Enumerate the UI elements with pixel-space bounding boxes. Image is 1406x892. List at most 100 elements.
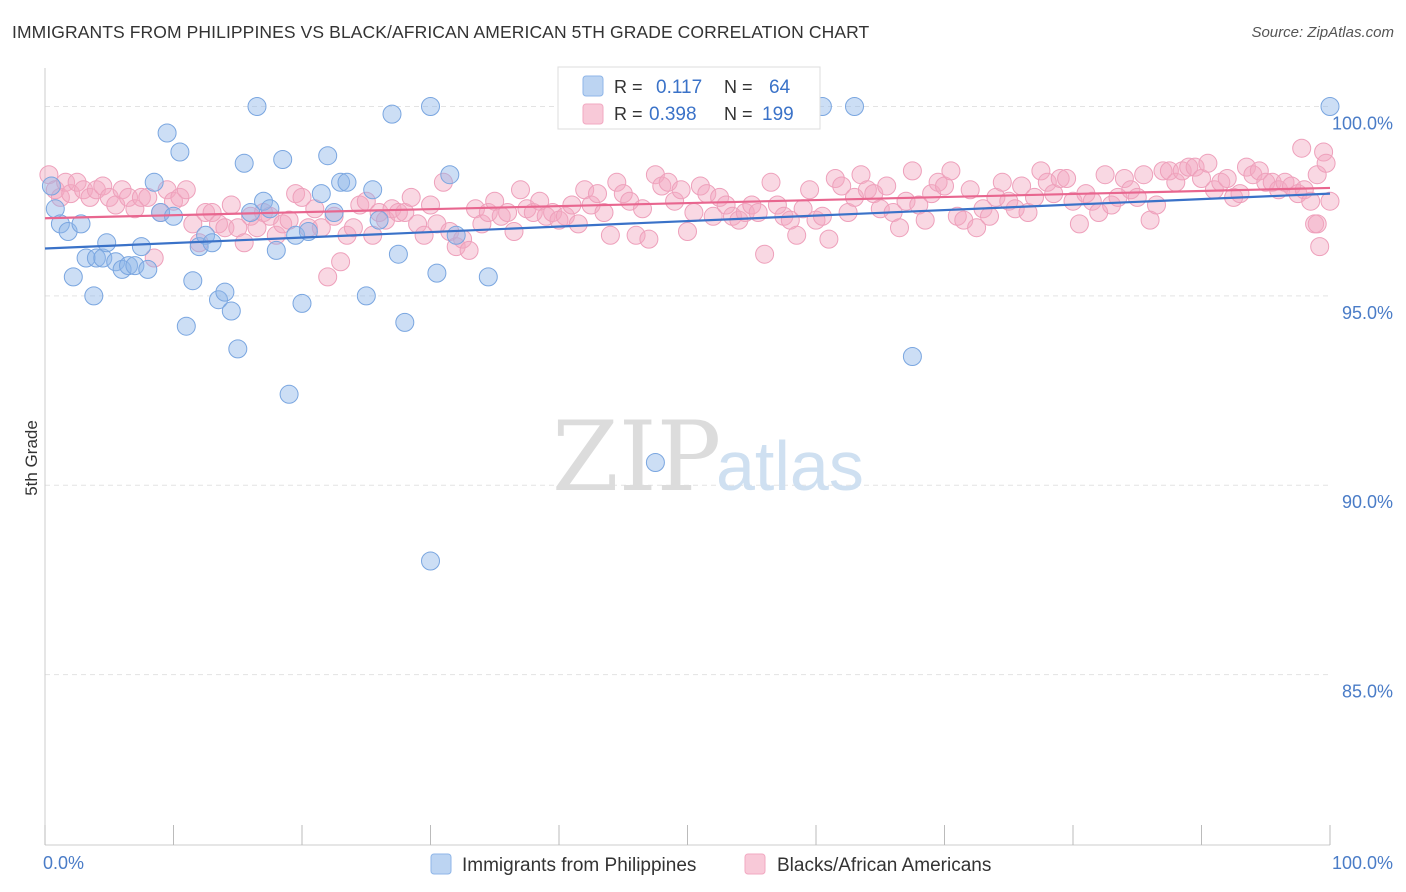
blue-point-59 (421, 551, 440, 571)
pink-point-170 (1127, 187, 1147, 207)
blue-point-4 (63, 267, 83, 287)
pink-point-26 (202, 203, 222, 222)
pink-point-96 (652, 176, 672, 196)
blue-point-17 (144, 172, 164, 192)
pink-point-158 (1050, 169, 1070, 188)
pink-point-48 (343, 218, 363, 238)
blue-point-58 (645, 453, 665, 472)
pink-point-100 (678, 222, 697, 241)
legend-r-value-1: 0.117 (656, 77, 702, 98)
blue-point-22 (176, 316, 196, 336)
pink-point-161 (1069, 214, 1089, 234)
series-blacks-african-americans (39, 138, 1340, 287)
pink-point-28 (215, 218, 235, 238)
blue-point-13 (119, 256, 138, 276)
blue-trend-line (44, 192, 1331, 250)
pink-point-139 (928, 172, 948, 192)
pink-point-5 (67, 172, 87, 192)
pink-point-171 (1134, 165, 1154, 185)
blue-point-39 (286, 225, 306, 245)
pink-point-80 (549, 210, 569, 230)
blue-point-36 (266, 240, 286, 260)
blue-point-10 (97, 233, 117, 253)
pink-point-40 (292, 187, 312, 207)
pink-point-3 (56, 172, 76, 192)
blue-point-47 (356, 286, 376, 306)
pink-point-107 (723, 206, 742, 226)
pink-point-112 (755, 244, 775, 264)
pink-point-98 (665, 191, 685, 211)
y-tick-label-0: 100.0% (1332, 114, 1393, 134)
pink-point-66 (459, 240, 479, 260)
pink-point-203 (1310, 237, 1330, 257)
watermark-zip: ZIP (552, 401, 721, 513)
pink-point-154 (1025, 187, 1044, 207)
pink-point-44 (318, 267, 338, 287)
pink-point-197 (1301, 191, 1321, 211)
legend-n-value-1: 64 (769, 77, 791, 98)
pink-point-174 (1153, 161, 1173, 181)
source-label: Source: ZipAtlas.com (1251, 24, 1394, 41)
pink-point-168 (1114, 169, 1134, 188)
pink-point-46 (331, 252, 351, 272)
pink-point-17 (144, 248, 164, 268)
pink-point-83 (568, 214, 588, 234)
pink-point-155 (1031, 161, 1051, 181)
pink-point-86 (588, 184, 607, 204)
pink-point-147 (980, 206, 999, 226)
legend-n-label-1: N = (724, 77, 753, 97)
blue-point-21 (170, 142, 190, 162)
legend-r-label-1: R = (614, 77, 643, 97)
blue-point-19 (157, 123, 177, 143)
blue-point-29 (221, 301, 241, 321)
pink-point-20 (164, 191, 183, 211)
x-tick-label-1: 100.0% (1332, 853, 1393, 873)
pink-point-186 (1230, 184, 1250, 204)
pink-point-205 (1307, 214, 1327, 234)
blue-point-61 (845, 97, 864, 116)
pink-point-149 (992, 172, 1012, 192)
pink-point-199 (1314, 142, 1334, 162)
pink-point-131 (877, 176, 897, 196)
blue-point-34 (254, 191, 273, 211)
blue-point-38 (279, 384, 299, 404)
blue-point-25 (196, 225, 216, 245)
pink-point-106 (716, 195, 736, 215)
legend-swatch-pink (582, 103, 604, 125)
blue-point-28 (215, 282, 235, 302)
pink-point-113 (761, 172, 781, 192)
pink-point-79 (543, 203, 563, 222)
pink-point-102 (690, 176, 710, 196)
pink-point-9 (93, 176, 113, 196)
legend-swatch-blue (582, 75, 604, 97)
blue-point-45 (331, 172, 351, 192)
pink-point-99 (671, 180, 691, 200)
blue-point-53 (421, 97, 440, 116)
pink-point-6 (74, 180, 93, 200)
bottom-legend-swatch-pink (744, 853, 766, 875)
pink-point-122 (819, 229, 839, 249)
blue-point-51 (388, 244, 408, 264)
pink-point-141 (941, 161, 961, 181)
pink-point-124 (832, 176, 852, 196)
pink-point-12 (112, 180, 132, 200)
x-tick-label-0: 0.0% (43, 853, 84, 873)
blue-point-37 (273, 150, 293, 169)
y-tick-label-1: 95.0% (1342, 303, 1393, 323)
blue-point-11 (106, 252, 126, 272)
pink-point-173 (1147, 195, 1166, 215)
pink-point-166 (1102, 195, 1121, 215)
blue-point-23 (183, 271, 203, 291)
pink-point-22 (176, 180, 196, 200)
legend-r-value-2: 0.398 (649, 104, 697, 125)
pink-point-201 (1292, 138, 1312, 158)
pink-point-163 (1082, 191, 1102, 211)
pink-point-200 (1320, 191, 1340, 211)
pink-point-193 (1275, 172, 1295, 192)
blue-point-56 (446, 225, 466, 245)
pink-point-187 (1237, 157, 1256, 177)
blue-point-12 (112, 259, 132, 279)
bottom-legend-label-1: Immigrants from Philippines (462, 855, 696, 876)
pink-point-165 (1095, 165, 1115, 185)
